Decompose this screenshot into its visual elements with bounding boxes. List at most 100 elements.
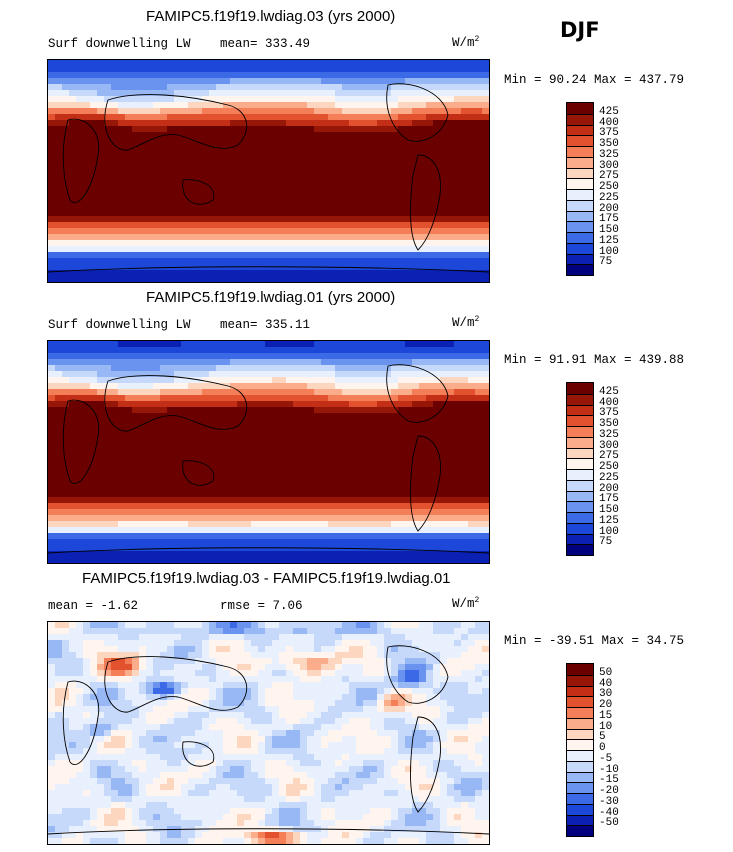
coastline: [48, 266, 489, 273]
map-cell: [461, 258, 469, 265]
map-cell: [454, 479, 462, 486]
map-cell: [370, 114, 378, 121]
map-cell: [307, 144, 315, 151]
map-cell: [335, 485, 343, 492]
map-cell: [139, 252, 147, 259]
map-cell: [356, 90, 364, 97]
map-cell: [139, 461, 147, 468]
map-cell: [69, 216, 77, 223]
map-cell: [384, 174, 392, 181]
map-cell: [384, 491, 392, 498]
map-cell: [167, 479, 175, 486]
map-cell: [405, 622, 413, 629]
map-cell: [461, 180, 469, 187]
map-cell: [153, 156, 161, 163]
map-cell: [167, 246, 175, 253]
map-cell: [363, 383, 371, 390]
map-cell: [272, 365, 280, 372]
map-cell: [440, 551, 448, 558]
colorbar-2-box: [567, 447, 593, 459]
map-cell: [377, 479, 385, 486]
map-cell: [223, 365, 231, 372]
map-cell: [90, 473, 98, 480]
map-cell: [97, 551, 105, 558]
map-cell: [370, 509, 378, 516]
map-cell: [454, 640, 462, 647]
map-cell: [195, 383, 203, 390]
map-cell: [342, 84, 350, 91]
map-cell: [398, 198, 406, 205]
map-cell: [335, 108, 343, 115]
map-cell: [188, 628, 196, 635]
map-cell: [223, 395, 231, 402]
map-cell: [370, 479, 378, 486]
map-cell: [286, 431, 294, 438]
map-cell: [48, 383, 56, 390]
map-cell: [419, 347, 427, 354]
map-cell: [363, 150, 371, 157]
map-cell: [48, 347, 56, 354]
map-cell: [174, 168, 182, 175]
map-cell: [69, 377, 77, 384]
map-cell: [258, 521, 266, 528]
map-cell: [272, 162, 280, 169]
map-cell: [69, 204, 77, 211]
map-cell: [440, 425, 448, 432]
map-cell: [83, 455, 91, 462]
map-cell: [146, 449, 154, 456]
map-cell: [419, 138, 427, 145]
map-cell: [181, 622, 189, 629]
map-cell: [76, 258, 84, 265]
map-cell: [307, 622, 315, 629]
map-cell: [48, 174, 56, 181]
map-cell: [216, 425, 224, 432]
map-cell: [139, 407, 147, 414]
map-cell: [342, 467, 350, 474]
colorbar-2-box: [567, 522, 593, 534]
map-cell: [363, 634, 371, 641]
map-cell: [188, 204, 196, 211]
map-cell: [62, 557, 70, 563]
map-cell: [209, 66, 217, 73]
map-cell: [209, 234, 217, 241]
map-cell: [139, 419, 147, 426]
map-cell: [279, 449, 287, 456]
map-cell: [433, 204, 441, 211]
map-cell: [90, 240, 98, 247]
map-cell: [454, 228, 462, 235]
map-cell: [447, 198, 455, 205]
map-cell: [363, 234, 371, 241]
map-cell: [167, 640, 175, 647]
map-cell: [398, 240, 406, 247]
map-cell: [482, 527, 489, 534]
map-cell: [97, 419, 105, 426]
map-cell: [461, 72, 469, 79]
map-cell: [69, 126, 77, 133]
map-cell: [286, 473, 294, 480]
map-cell: [468, 377, 476, 384]
map-cell: [258, 126, 266, 133]
map-cell: [258, 228, 266, 235]
map-cell: [153, 455, 161, 462]
map-cell: [461, 168, 469, 175]
map-cell: [279, 628, 287, 635]
map-cell: [335, 509, 343, 516]
map-cell: [48, 401, 56, 408]
map-cell: [314, 198, 322, 205]
map-cell: [377, 503, 385, 510]
map-cell: [251, 114, 259, 121]
map-cell: [293, 258, 301, 265]
map-cell: [160, 126, 168, 133]
map-cell: [384, 551, 392, 558]
map-cell: [216, 395, 224, 402]
map-cell: [335, 222, 343, 229]
map-cell: [251, 252, 259, 259]
map-cell: [153, 557, 161, 563]
map-cell: [265, 210, 273, 217]
map-cell: [76, 539, 84, 546]
map-cell: [83, 174, 91, 181]
map-cell: [132, 252, 140, 259]
map-cell: [272, 228, 280, 235]
map-cell: [363, 126, 371, 133]
map-cell: [146, 545, 154, 552]
